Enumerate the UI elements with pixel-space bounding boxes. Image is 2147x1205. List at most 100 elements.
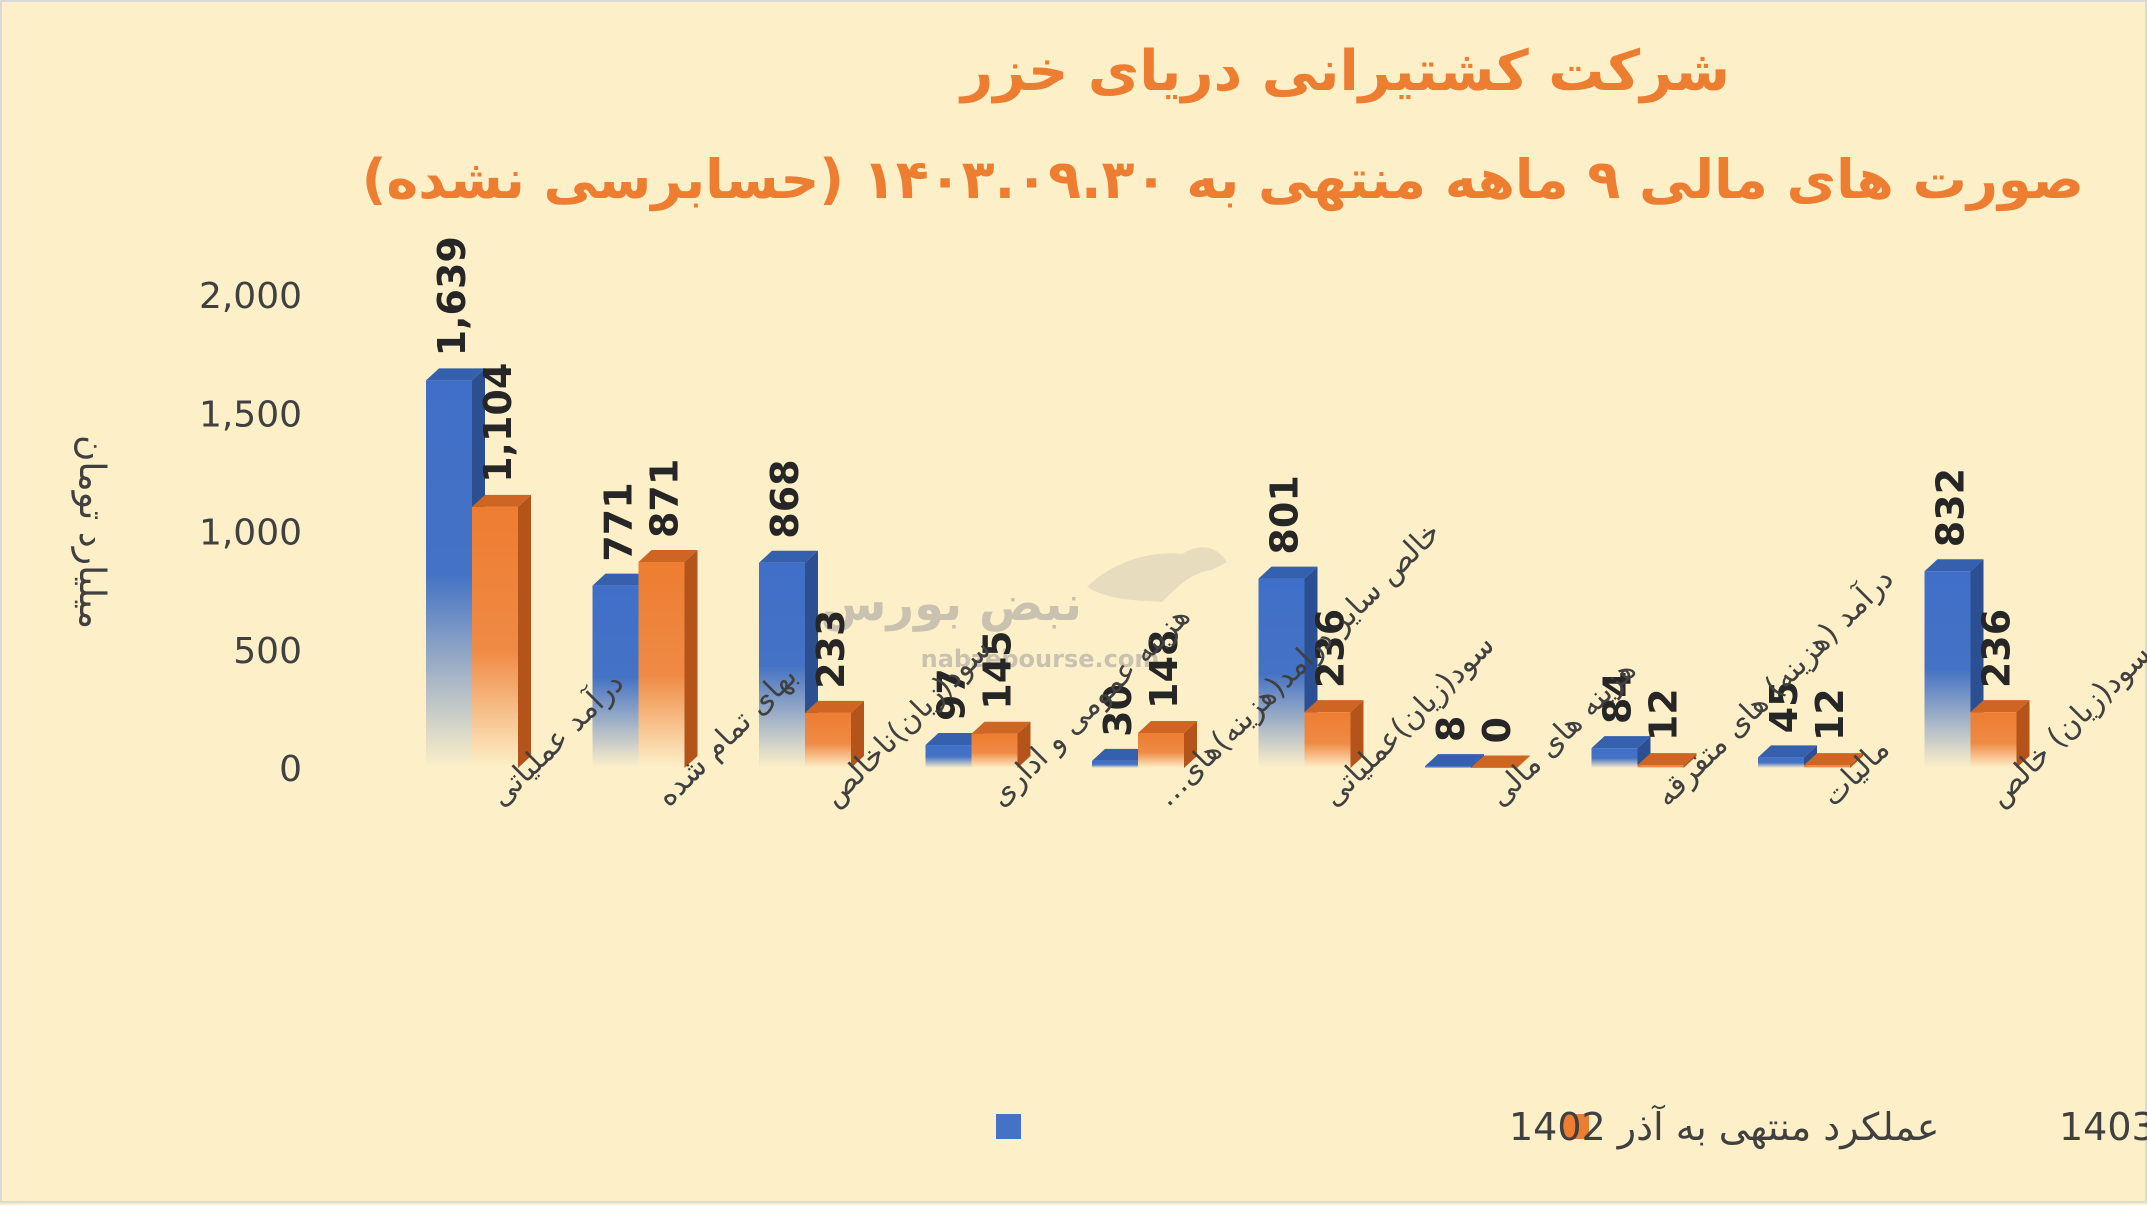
bar-side — [1184, 720, 1197, 768]
data-label: 871 — [643, 459, 687, 538]
watermark-brand: نبض بورس — [820, 576, 1082, 632]
legend-label-1402: عملکرد منتهی به آذر 1402 — [1509, 1104, 1939, 1150]
bar-front — [971, 733, 1018, 768]
data-label: 8 — [1429, 716, 1473, 742]
bar-top — [1804, 753, 1863, 766]
bar-top — [1637, 753, 1697, 766]
bar-front — [1138, 732, 1184, 768]
bar-side — [1350, 700, 1364, 768]
legend: عملکرد منتهی به آذر 1403 عملکرد منتهی به… — [996, 1104, 2147, 1150]
chart-title: شرکت کشتیرانی دریای خزر — [958, 39, 1730, 104]
data-label: 30 — [1096, 684, 1140, 737]
bar-top — [1970, 700, 2030, 713]
bar-top — [638, 550, 698, 563]
bar — [638, 550, 698, 768]
watermark: نبض بورس nabzebourse.com — [820, 547, 1227, 673]
bar-top — [1092, 748, 1151, 761]
bar-front — [759, 562, 805, 768]
bar — [472, 494, 531, 768]
bar-top — [426, 368, 485, 381]
bar-top — [1304, 700, 1364, 713]
category-labels: درآمد عملیاتی بهای تمام شده سود(زیان)ناخال… — [482, 515, 2147, 814]
data-label: 868 — [763, 459, 807, 538]
category-label: مالیات — [1815, 732, 1897, 814]
data-label: 801 — [1263, 475, 1307, 554]
bar-front — [805, 712, 851, 768]
bar — [971, 721, 1031, 768]
bar-front — [472, 506, 518, 768]
y-ticks: 0 500 1,000 1,500 2,000 — [199, 276, 302, 790]
data-label: 148 — [1142, 630, 1186, 709]
bar-top — [1471, 755, 1530, 768]
bar-front — [1970, 712, 2017, 768]
bar-side — [684, 550, 698, 768]
data-label: 0 — [1475, 717, 1519, 743]
data-label: 236 — [1309, 609, 1353, 688]
bar — [1970, 700, 2030, 768]
y-axis-label: میلیارد تومان — [71, 435, 112, 629]
watermark-site: nabzebourse.com — [921, 645, 1160, 673]
bar-top — [1425, 754, 1484, 767]
bar-front — [1092, 760, 1138, 768]
bar-front — [592, 585, 639, 768]
bar-front — [1304, 712, 1351, 768]
bar-side — [2016, 700, 2030, 768]
bar-top — [1924, 559, 1984, 572]
bar — [1138, 720, 1197, 768]
data-label: 233 — [809, 610, 853, 689]
y-tick-label: 1,000 — [199, 513, 302, 554]
bar-top — [1258, 566, 1318, 579]
bar-front — [1804, 765, 1850, 768]
data-label: 12 — [1642, 688, 1686, 741]
bar-front — [1924, 571, 1971, 768]
bar-side — [1850, 753, 1863, 768]
data-label: 1,104 — [476, 363, 520, 483]
y-tick-label: 500 — [233, 631, 302, 672]
data-label: 12 — [1808, 688, 1852, 741]
y-tick-label: 1,500 — [199, 394, 302, 435]
data-label: 97 — [930, 668, 974, 721]
bar-front — [1258, 578, 1305, 768]
bar-top — [1138, 720, 1197, 733]
bar-top — [1758, 745, 1817, 758]
data-label: 84 — [1596, 671, 1640, 724]
bar-front — [1758, 757, 1804, 768]
bar-top — [805, 700, 864, 713]
bar-top — [1591, 736, 1651, 749]
legend-swatch-1402 — [996, 1114, 1021, 1139]
bar-side — [1683, 753, 1697, 768]
bar-front — [1591, 748, 1638, 768]
y-tick-label: 2,000 — [199, 276, 302, 317]
bar-top — [759, 550, 818, 563]
bar-top — [472, 494, 531, 507]
bar — [1591, 736, 1651, 768]
bar — [1804, 753, 1863, 768]
bar — [805, 700, 864, 768]
bull-logo-icon — [1087, 547, 1227, 602]
legend-label-1403: عملکرد منتهی به آذر 1403 — [2059, 1104, 2147, 1150]
bar-front — [1637, 765, 1684, 768]
data-label: 832 — [1929, 468, 1973, 547]
bars — [426, 368, 2030, 768]
bar-front — [638, 562, 685, 768]
bar-side — [518, 494, 531, 768]
bar-front — [1471, 767, 1517, 768]
bar-front — [426, 380, 472, 768]
bar-top — [925, 733, 985, 746]
bar-top — [971, 721, 1031, 734]
legend-swatch-1403 — [1564, 1114, 1589, 1139]
bar-side — [1017, 721, 1031, 768]
bar-side — [1517, 755, 1530, 768]
bar — [1304, 700, 1364, 768]
bar-side — [851, 700, 864, 768]
data-label: 1,639 — [430, 236, 474, 356]
data-label: 236 — [1975, 609, 2019, 688]
bar-top — [592, 573, 652, 586]
bar-front — [925, 745, 972, 768]
data-label: 771 — [597, 482, 641, 561]
bar — [1471, 755, 1530, 768]
bar-side — [1637, 736, 1651, 768]
